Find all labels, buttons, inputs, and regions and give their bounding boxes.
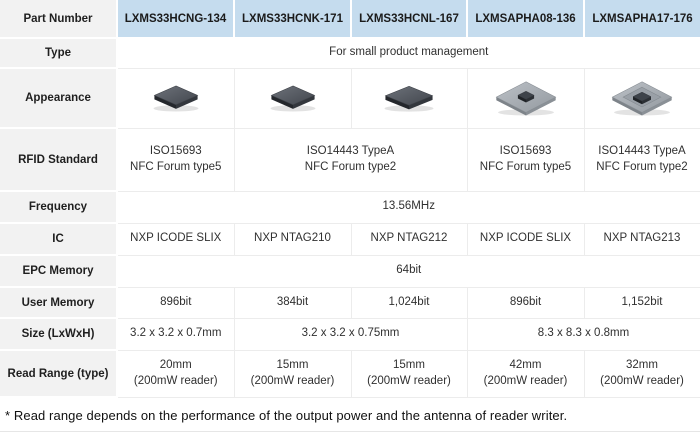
- rfid-standard-row: RFID Standard ISO15693 NFC Forum type5 I…: [0, 127, 700, 192]
- epc-memory-row: EPC Memory 64bit: [0, 254, 700, 288]
- row-label-size: Size (LxWxH): [0, 317, 118, 351]
- appearance-row: Appearance: [0, 67, 700, 129]
- flat-chip-photo-icon: [120, 83, 232, 114]
- read-range-value: 42mm: [509, 358, 542, 371]
- cell-appearance-2: [233, 67, 352, 129]
- column-header-part-number-4: LXMSAPHA08-136: [466, 0, 584, 39]
- cell-rfid-4: ISO15693 NFC Forum type5: [466, 127, 585, 192]
- row-label-appearance: Appearance: [0, 67, 118, 129]
- row-label-user-memory: User Memory: [0, 286, 118, 319]
- cell-read-range-4: 42mm (200mW reader): [466, 349, 585, 398]
- nfc-forum-text: NFC Forum type2: [596, 160, 688, 173]
- cell-rfid-5: ISO14443 TypeA NFC Forum type2: [583, 127, 700, 192]
- header-row: Part Number LXMS33HCNG-134 LXMS33HCNK-17…: [0, 0, 700, 39]
- cell-size-4-5: 8.3 x 8.3 x 0.8mm: [466, 317, 700, 351]
- cell-user-memory-3: 1,024bit: [350, 286, 468, 319]
- nfc-forum-text: NFC Forum type5: [479, 160, 572, 173]
- user-memory-row: User Memory 896bit 384bit 1,024bit 896bi…: [0, 286, 700, 319]
- cell-user-memory-2: 384bit: [233, 286, 352, 319]
- reader-power-text: (200mW reader): [367, 374, 451, 387]
- size-row: Size (LxWxH) 3.2 x 3.2 x 0.7mm 3.2 x 3.2…: [0, 317, 700, 351]
- type-row: Type For small product management: [0, 37, 700, 69]
- reader-power-text: (200mW reader): [250, 374, 335, 387]
- cell-ic-2: NXP NTAG210: [233, 222, 352, 256]
- module-chip-photo-icon: [470, 78, 582, 118]
- spec-table: Part Number LXMS33HCNG-134 LXMS33HCNK-17…: [0, 0, 700, 398]
- cell-ic-1: NXP ICODE SLIX: [116, 222, 235, 256]
- cell-size-1: 3.2 x 3.2 x 0.7mm: [116, 317, 235, 351]
- rfid-standard-text: ISO15693: [149, 144, 202, 157]
- read-range-value: 20mm: [159, 358, 192, 371]
- cell-read-range-1: 20mm (200mW reader): [116, 349, 235, 398]
- nfc-forum-text: NFC Forum type2: [304, 160, 397, 173]
- read-range-value: 15mm: [276, 358, 309, 371]
- nfc-forum-text: NFC Forum type5: [130, 160, 222, 173]
- read-range-value: 32mm: [626, 358, 658, 371]
- row-label-read-range: Read Range (type): [0, 349, 118, 398]
- reader-power-text: (200mW reader): [600, 374, 684, 387]
- rfid-standard-text: ISO14443 TypeA: [598, 144, 686, 157]
- cell-user-memory-1: 896bit: [116, 286, 235, 319]
- row-label-frequency: Frequency: [0, 190, 118, 224]
- frequency-row: Frequency 13.56MHz: [0, 190, 700, 224]
- read-range-row: Read Range (type) 20mm (200mW reader) 15…: [0, 349, 700, 398]
- cell-rfid-2-3: ISO14443 TypeA NFC Forum type2: [233, 127, 468, 192]
- cell-frequency: 13.56MHz: [116, 190, 700, 224]
- cell-appearance-1: [116, 67, 235, 129]
- rfid-standard-text: ISO15693: [499, 144, 552, 157]
- cell-read-range-3: 15mm (200mW reader): [350, 349, 468, 398]
- flat-chip-photo-icon: [354, 83, 465, 114]
- flat-chip-photo-icon: [237, 83, 349, 114]
- column-header-part-number-2: LXMS33HCNK-171: [233, 0, 351, 39]
- column-header-part-number-1: LXMS33HCNG-134: [116, 0, 234, 39]
- cell-type: For small product management: [116, 37, 700, 69]
- reader-power-text: (200mW reader): [483, 374, 568, 387]
- ic-row: IC NXP ICODE SLIX NXP NTAG210 NXP NTAG21…: [0, 222, 700, 256]
- cell-read-range-5: 32mm (200mW reader): [583, 349, 700, 398]
- column-header-part-number-5: LXMSAPHA17-176: [583, 0, 700, 39]
- cell-user-memory-5: 1,152bit: [583, 286, 700, 319]
- cell-appearance-5: [583, 67, 700, 129]
- cell-read-range-2: 15mm (200mW reader): [233, 349, 352, 398]
- cell-epc-memory: 64bit: [116, 254, 700, 288]
- cell-ic-5: NXP NTAG213: [583, 222, 700, 256]
- row-label-ic: IC: [0, 222, 118, 256]
- row-label-rfid-standard: RFID Standard: [0, 127, 118, 192]
- reader-power-text: (200mW reader): [133, 374, 218, 387]
- corner-header-part-number: Part Number: [0, 0, 118, 39]
- cell-rfid-1: ISO15693 NFC Forum type5: [116, 127, 235, 192]
- cell-ic-3: NXP NTAG212: [350, 222, 468, 256]
- column-header-part-number-3: LXMS33HCNL-167: [350, 0, 467, 39]
- rfid-standard-text: ISO14443 TypeA: [306, 144, 395, 157]
- cell-ic-4: NXP ICODE SLIX: [466, 222, 585, 256]
- cell-size-2-3: 3.2 x 3.2 x 0.75mm: [233, 317, 468, 351]
- cell-user-memory-4: 896bit: [466, 286, 585, 319]
- read-range-footnote: * Read range depends on the performance …: [5, 408, 568, 423]
- cell-appearance-4: [466, 67, 585, 129]
- module-chip-recessed-photo-icon: [587, 78, 698, 118]
- row-label-epc-memory: EPC Memory: [0, 254, 118, 288]
- cell-appearance-3: [350, 67, 468, 129]
- row-label-type: Type: [0, 37, 118, 69]
- read-range-value: 15mm: [393, 358, 425, 371]
